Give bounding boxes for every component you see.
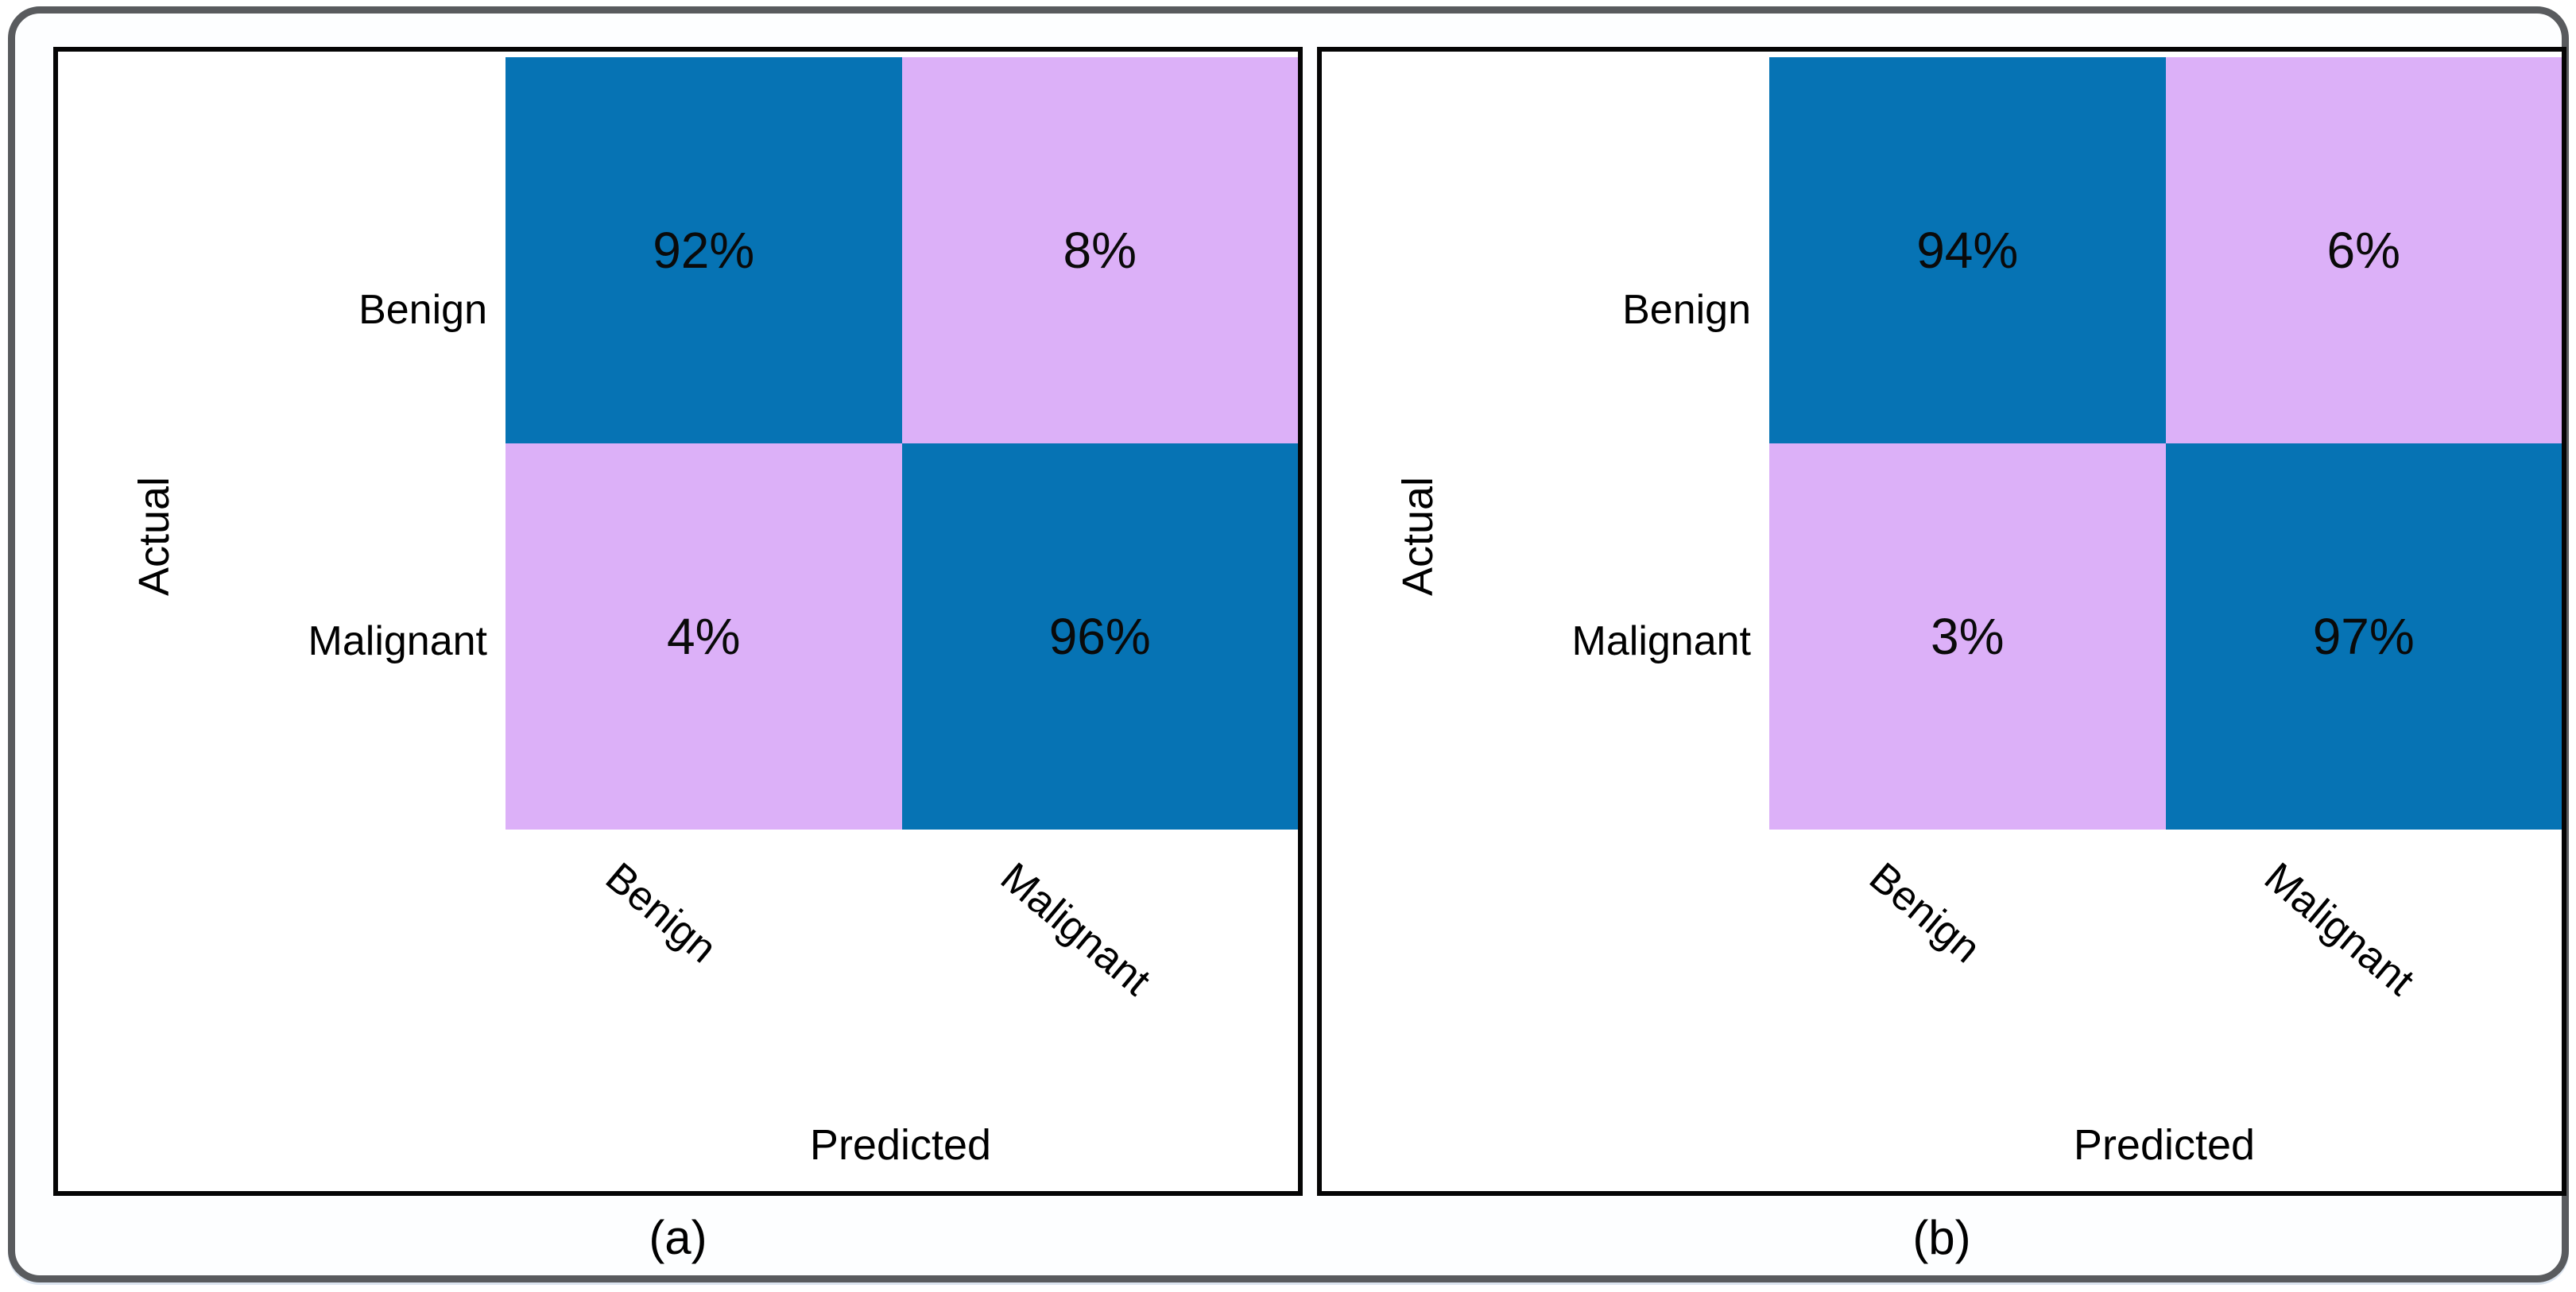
row-label-benign: Benign (1622, 287, 1751, 333)
heatmap-cell-benign-benign: 94% (1769, 57, 2166, 443)
panel-caption-a: (a) (649, 1211, 707, 1264)
heatmap-cell-malignant-malignant: 97% (2165, 443, 2562, 830)
x-axis-label-predicted: Predicted (2073, 1121, 2256, 1169)
x-axis-label-predicted: Predicted (809, 1121, 992, 1169)
row-label-malignant: Malignant (308, 618, 487, 664)
heatmap-cell-benign-benign: 92% (506, 57, 902, 443)
row-label-malignant: Malignant (1571, 618, 1751, 664)
confusion-matrix-panel-b: Actual Benign Malignant 94% 6% 3% 97% Be… (1317, 47, 2566, 1196)
heatmap-grid: 92% 8% 4% 96% (506, 57, 1298, 830)
heatmap-cell-malignant-benign: 4% (506, 443, 902, 830)
row-label-benign: Benign (358, 287, 487, 333)
heatmap-cell-benign-malignant: 8% (901, 57, 1298, 443)
heatmap-cell-malignant-malignant: 96% (901, 443, 1298, 830)
y-axis-label-actual: Actual (130, 476, 178, 597)
col-label-benign: Benign (1861, 853, 1989, 973)
y-axis-label-actual: Actual (1394, 476, 1442, 597)
heatmap-cell-malignant-benign: 3% (1769, 443, 2166, 830)
figure-frame: Actual Benign Malignant 92% 8% 4% 96% Be… (8, 6, 2569, 1282)
heatmap-cell-benign-malignant: 6% (2165, 57, 2562, 443)
col-label-malignant: Malignant (992, 853, 1160, 1005)
col-label-malignant: Malignant (2256, 853, 2423, 1005)
heatmap-grid: 94% 6% 3% 97% (1769, 57, 2562, 830)
col-label-benign: Benign (597, 853, 726, 973)
panel-caption-b: (b) (1912, 1211, 1971, 1264)
confusion-matrix-panel-a: Actual Benign Malignant 92% 8% 4% 96% Be… (53, 47, 1303, 1196)
